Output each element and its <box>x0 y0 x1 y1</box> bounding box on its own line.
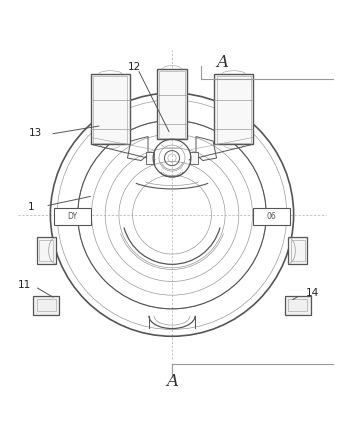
Text: A: A <box>166 373 178 390</box>
Text: 06: 06 <box>267 212 276 221</box>
Bar <box>33 296 59 315</box>
Text: 12: 12 <box>128 62 141 72</box>
Bar <box>54 208 92 225</box>
Bar <box>289 237 307 264</box>
Text: 13: 13 <box>28 128 42 138</box>
Text: 1: 1 <box>28 202 35 212</box>
Text: 14: 14 <box>306 288 319 298</box>
Text: DY: DY <box>67 212 78 221</box>
Bar <box>190 152 198 164</box>
Bar <box>159 71 185 138</box>
Bar <box>291 241 305 261</box>
Bar <box>90 74 130 144</box>
Text: A: A <box>217 54 229 71</box>
Bar <box>285 296 311 315</box>
Bar <box>217 76 251 143</box>
Bar <box>289 299 307 311</box>
Bar <box>252 208 290 225</box>
Bar <box>146 152 154 164</box>
Text: 11: 11 <box>17 280 31 290</box>
Bar <box>214 74 254 144</box>
Bar <box>37 299 55 311</box>
Bar <box>93 76 127 143</box>
Bar <box>157 69 187 139</box>
Bar <box>39 241 53 261</box>
Bar <box>37 237 55 264</box>
